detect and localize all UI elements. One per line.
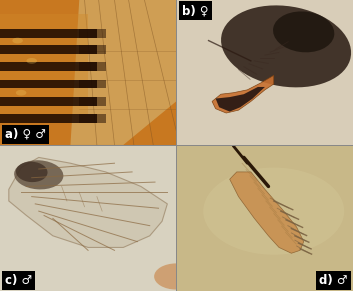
- Ellipse shape: [154, 263, 198, 290]
- Ellipse shape: [26, 58, 37, 64]
- Bar: [0, 45, 97, 54]
- Bar: [79, 45, 106, 54]
- Bar: [0, 80, 97, 88]
- Text: a) ♀ ♂: a) ♀ ♂: [5, 127, 46, 141]
- Text: b) ♀: b) ♀: [182, 4, 209, 17]
- Ellipse shape: [221, 6, 351, 87]
- Bar: [0, 97, 97, 106]
- Bar: [79, 97, 106, 106]
- Bar: [79, 114, 106, 123]
- Polygon shape: [9, 157, 167, 247]
- Bar: [0, 114, 97, 123]
- Bar: [79, 80, 106, 88]
- Ellipse shape: [12, 38, 23, 43]
- Bar: [0, 15, 88, 29]
- Text: c) ♂: c) ♂: [5, 274, 32, 287]
- Ellipse shape: [16, 162, 48, 182]
- Bar: [0, 100, 88, 114]
- Bar: [79, 62, 106, 71]
- Ellipse shape: [203, 168, 344, 255]
- Polygon shape: [212, 75, 274, 113]
- Bar: [79, 29, 106, 38]
- Ellipse shape: [14, 160, 64, 189]
- Bar: [0, 48, 88, 62]
- Polygon shape: [71, 0, 176, 145]
- Polygon shape: [216, 87, 265, 111]
- Text: d) ♂: d) ♂: [319, 274, 348, 287]
- Ellipse shape: [16, 90, 26, 96]
- Polygon shape: [230, 172, 304, 253]
- Bar: [0, 62, 97, 71]
- Ellipse shape: [273, 11, 334, 52]
- Bar: [0, 32, 88, 46]
- Bar: [0, 29, 97, 38]
- Bar: [0, 83, 88, 97]
- Bar: [0, 65, 88, 80]
